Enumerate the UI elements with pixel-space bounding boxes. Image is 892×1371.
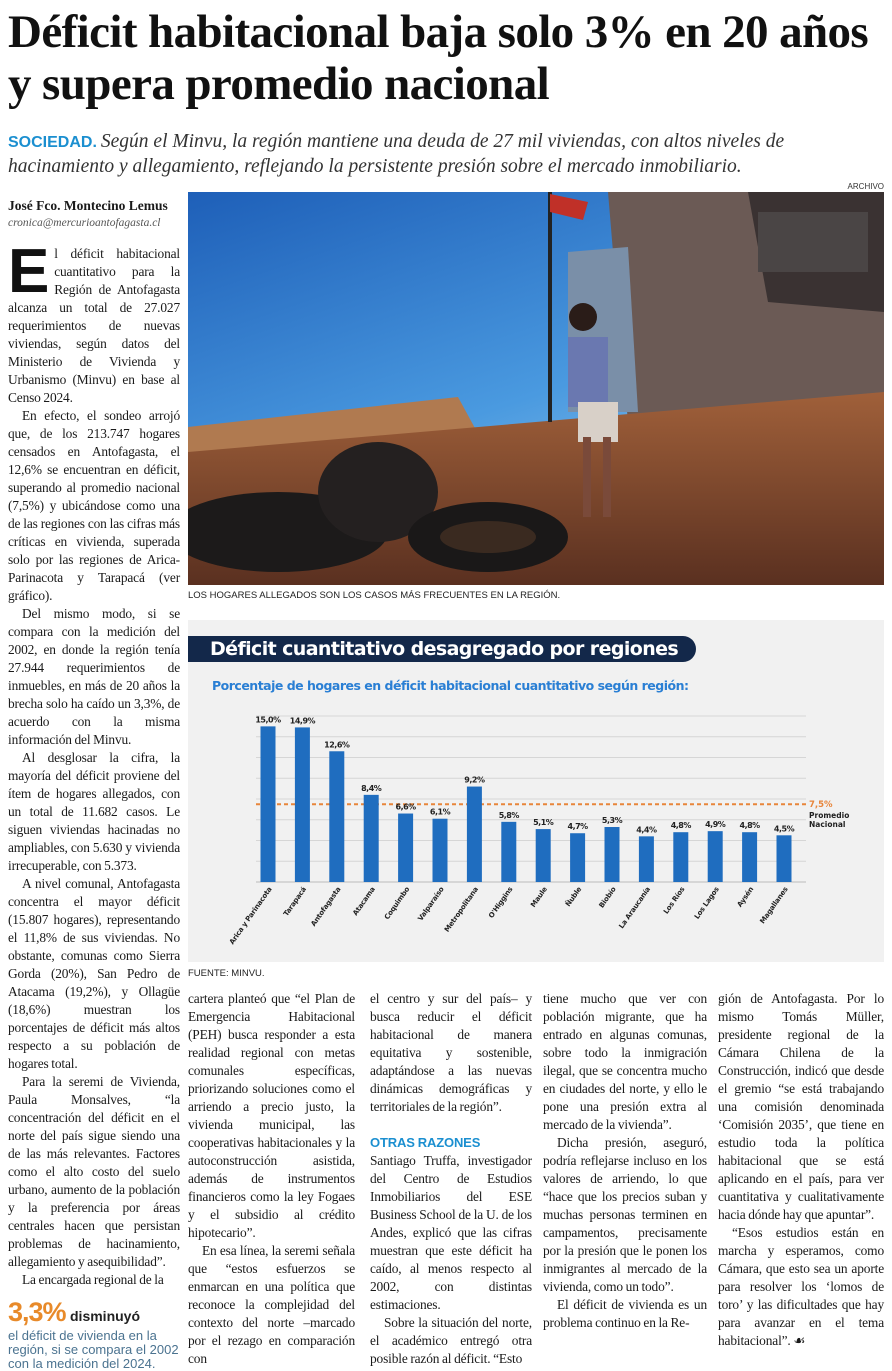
- bar: [466, 786, 482, 882]
- bar: [638, 836, 654, 882]
- category-label: Los Lagos: [693, 886, 721, 921]
- paragraph: Al desglosar la cifra, la mayoría del dé…: [8, 750, 180, 873]
- photo-credit: ARCHIVO: [847, 182, 884, 191]
- category-label: Antofagasta: [309, 885, 342, 928]
- paragraph: Santiago Truffa, investigador del Centro…: [370, 1153, 532, 1312]
- bar-value-label: 6,1%: [430, 808, 451, 817]
- bar: [329, 751, 345, 882]
- category-label: Tarapacá: [282, 885, 308, 918]
- paragraph: A nivel comunal, Antofagasta concentra e…: [8, 876, 180, 1071]
- paragraph: Del mismo modo, si se compara con la med…: [8, 606, 180, 747]
- photo-illustration: [188, 192, 884, 585]
- paragraph: el centro y sur del país– y busca reduci…: [370, 991, 532, 1114]
- bar-value-label: 4,8%: [740, 821, 761, 830]
- reference-value-label: 7,5%: [809, 800, 833, 810]
- bar: [294, 727, 310, 882]
- category-label: Magallanes: [759, 886, 790, 926]
- section-kicker: SOCIEDAD.: [8, 134, 97, 151]
- bar: [501, 821, 517, 882]
- paragraph: cartera planteó que “el Plan de Emergenc…: [188, 991, 355, 1240]
- bar: [742, 832, 758, 882]
- category-label: Los Ríos: [662, 886, 686, 916]
- article-photo: [188, 192, 884, 585]
- bar: [673, 832, 689, 882]
- stat-figure: 3,3%: [8, 1297, 67, 1327]
- article-column-3: tiene mucho que ver con población migran…: [543, 990, 707, 1332]
- bar-value-label: 12,6%: [324, 740, 350, 749]
- bar-value-label: 4,4%: [636, 825, 657, 834]
- bar: [535, 829, 551, 882]
- category-label: O'Higgins: [487, 886, 514, 920]
- category-label: Maule: [529, 885, 549, 909]
- bar-value-label: 6,6%: [396, 803, 417, 812]
- paragraph: gión de Antofagasta. Por lo mismo Tomás …: [718, 991, 884, 1222]
- category-label: Biobío: [598, 885, 618, 909]
- category-label: Ñuble: [563, 885, 583, 909]
- drop-cap: E: [8, 237, 50, 306]
- author-email: cronica@mercurioantofagasta.cl: [8, 217, 161, 229]
- paragraph-text: l déficit habitacional cuantitativo para…: [8, 246, 180, 405]
- paragraph: Para la seremi de Vivienda, Paula Monsal…: [8, 1074, 180, 1269]
- bar-chart: 15,0% Arica y Parinacota 14,9% Tarapacá 12,6…: [228, 715, 849, 946]
- paragraph: Sobre la situación del norte, el académi…: [370, 1315, 532, 1366]
- article-column-2: el centro y sur del país– y busca reduci…: [370, 990, 532, 1368]
- bar-value-label: 5,1%: [533, 818, 554, 827]
- chart: 15,0% Arica y Parinacota 14,9% Tarapacá 12,6…: [188, 620, 884, 962]
- reference-name-label: Promedio: [809, 811, 849, 820]
- bar: [604, 827, 620, 882]
- bar: [570, 833, 586, 882]
- bar-value-label: 5,8%: [499, 811, 520, 820]
- bar-value-label: 5,3%: [602, 816, 623, 825]
- chart-subtitle: Porcentaje de hogares en déficit habitac…: [212, 678, 689, 693]
- bar: [260, 726, 276, 882]
- bar: [432, 818, 448, 882]
- byline: José Fco. Montecino Lemus cronica@mercur…: [8, 198, 183, 229]
- subheading: OTRAS RAZONES: [370, 1135, 481, 1150]
- paragraph: La encargada regional de la: [22, 1272, 164, 1287]
- paragraph: Dicha presión, aseguró, podría reflejars…: [543, 1135, 707, 1294]
- reference-name-label: Nacional: [809, 820, 845, 829]
- category-label: Arica y Parinacota: [228, 885, 274, 946]
- stat-verb: disminuyó: [70, 1308, 141, 1324]
- article-column-1: cartera planteó que “el Plan de Emergenc…: [188, 990, 355, 1368]
- article-column-4: gión de Antofagasta. Por lo mismo Tomás …: [718, 990, 884, 1350]
- bar: [363, 794, 379, 882]
- bar-value-label: 9,2%: [464, 776, 485, 785]
- author-name: José Fco. Montecino Lemus: [8, 198, 168, 213]
- deck-text: Según el Minvu, la región mantiene una d…: [8, 131, 785, 177]
- category-label: Coquimbo: [383, 885, 411, 921]
- bar-value-label: 15,0%: [255, 715, 281, 724]
- chart-source: FUENTE: MINVU.: [188, 968, 265, 979]
- bar: [398, 813, 414, 882]
- category-label: Aysén: [736, 885, 756, 908]
- bar-value-label: 4,8%: [671, 821, 692, 830]
- category-label: La Araucanía: [618, 885, 653, 930]
- bar-value-label: 4,5%: [774, 824, 795, 833]
- paragraph: En esa línea, la seremi señala que “esto…: [188, 1243, 355, 1366]
- bar-value-label: 8,4%: [361, 784, 382, 793]
- deck: SOCIEDAD. Según el Minvu, la región manti…: [8, 130, 888, 179]
- stat-box: 3,3% disminuyó el déficit de vivienda en…: [8, 1289, 180, 1371]
- paragraph: tiene mucho que ver con población migran…: [543, 991, 707, 1132]
- bar-value-label: 14,9%: [290, 716, 316, 725]
- paragraph: “Esos estudios están en marcha y esperam…: [718, 1225, 884, 1348]
- headline: Déficit habitacional baja solo 3% en 20 …: [8, 6, 869, 110]
- category-label: Atacama: [351, 885, 377, 917]
- bar: [707, 831, 723, 882]
- category-label: Valparaíso: [416, 885, 445, 922]
- bar-value-label: 4,9%: [705, 820, 726, 829]
- stat-text: el déficit de vivienda en la región, si …: [8, 1328, 179, 1371]
- bar: [776, 835, 792, 882]
- bar-value-label: 4,7%: [568, 822, 589, 831]
- category-label: Metropolitana: [443, 885, 480, 933]
- paragraph: En efecto, el sondeo arrojó que, de los …: [8, 408, 180, 603]
- chart-title: Déficit cuantitativo desagregado por reg…: [188, 636, 697, 662]
- paragraph: El déficit de vivienda es un problema co…: [543, 1297, 707, 1330]
- photo-caption: LOS HOGARES ALLEGADOS SON LOS CASOS MÁS …: [188, 590, 561, 601]
